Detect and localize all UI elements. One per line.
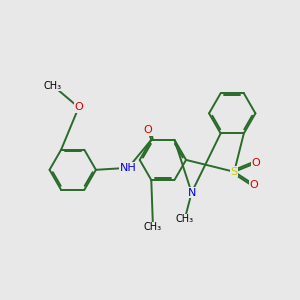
Text: O: O bbox=[144, 125, 152, 135]
Text: CH₃: CH₃ bbox=[176, 214, 194, 224]
Text: NH: NH bbox=[120, 163, 136, 173]
Text: CH₃: CH₃ bbox=[44, 81, 62, 91]
Text: S: S bbox=[231, 167, 238, 177]
Text: O: O bbox=[250, 180, 258, 190]
Text: CH₃: CH₃ bbox=[144, 222, 162, 232]
Text: O: O bbox=[252, 158, 260, 168]
Text: N: N bbox=[188, 188, 196, 198]
Text: O: O bbox=[74, 102, 83, 112]
